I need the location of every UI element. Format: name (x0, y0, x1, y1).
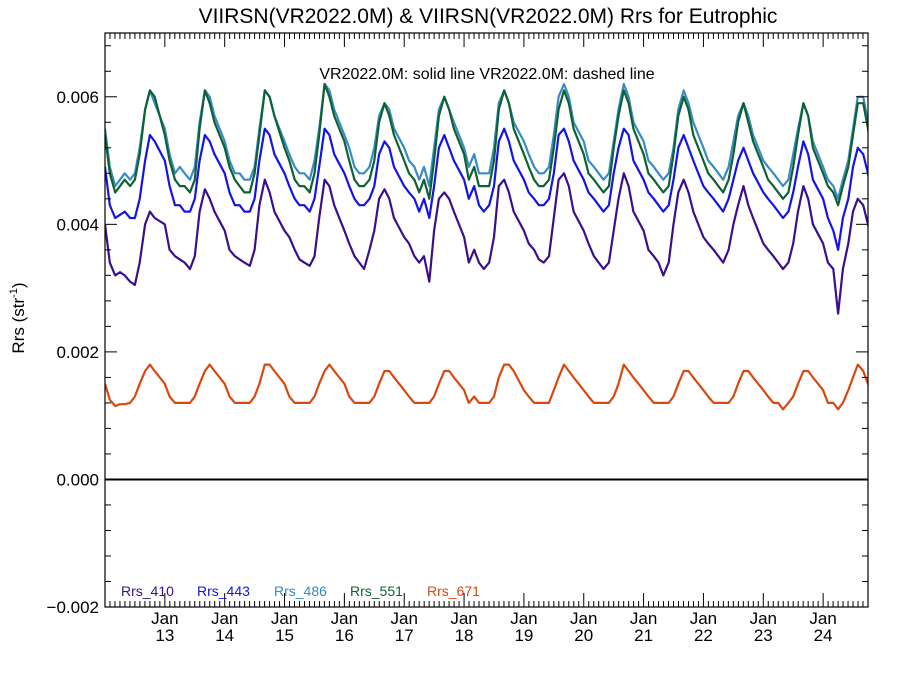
y-tick-label: 0.002 (56, 343, 99, 362)
legend-entry-rrs-410: Rrs_410 (121, 583, 174, 599)
x-tick-month-label: Jan (450, 609, 477, 628)
legend-entry-rrs-486: Rrs_486 (274, 583, 327, 599)
x-tick-year-label: 13 (155, 626, 174, 645)
x-tick-month-label: Jan (211, 609, 238, 628)
series-line-rrs-671 (105, 363, 868, 411)
x-tick-month-label: Jan (271, 609, 298, 628)
x-tick-month-label: Jan (331, 609, 358, 628)
x-tick-year-label: 20 (574, 626, 593, 645)
x-tick-year-label: 15 (275, 626, 294, 645)
legend-entry-rrs-671: Rrs_671 (427, 583, 480, 599)
y-axis-label: Rrs (str-1) (8, 282, 28, 353)
legend-entry-rrs-551: Rrs_551 (350, 583, 403, 599)
x-tick-month-label: Jan (750, 609, 777, 628)
x-tick-month-label: Jan (570, 609, 597, 628)
plot-frame (104, 32, 869, 608)
series-line-rrs-486 (105, 82, 868, 200)
x-tick-year-label: 18 (455, 626, 474, 645)
x-tick-year-label: 19 (514, 626, 533, 645)
y-tick-label: −0.002 (47, 598, 99, 617)
chart-title: VIIRSN(VR2022.0M) & VIIRSN(VR2022.0M) Rr… (199, 5, 778, 28)
x-tick-year-label: 22 (694, 626, 713, 645)
axes-layer: −0.0020.0000.0020.0040.006Jan13Jan14Jan1… (47, 32, 869, 645)
legend-entry-rrs-443: Rrs_443 (197, 583, 250, 599)
x-tick-month-label: Jan (690, 609, 717, 628)
x-tick-year-label: 16 (335, 626, 354, 645)
y-tick-label: 0.004 (56, 215, 99, 234)
x-tick-month-label: Jan (809, 609, 836, 628)
y-tick-label: 0.006 (56, 88, 99, 107)
series-line-rrs-551 (105, 82, 868, 207)
line-style-annotation: VR2022.0M: solid line VR2022.0M: dashed … (319, 66, 654, 83)
series-line-rrs-410 (105, 172, 868, 315)
x-tick-year-label: 23 (754, 626, 773, 645)
x-tick-year-label: 24 (814, 626, 833, 645)
legend: Rrs_410 Rrs_443 Rrs_486 Rrs_551 Rrs_671 (121, 583, 480, 599)
x-tick-month-label: Jan (391, 609, 418, 628)
x-tick-year-label: 21 (634, 626, 653, 645)
series-layer (105, 82, 868, 411)
x-tick-year-label: 17 (395, 626, 414, 645)
x-tick-year-label: 14 (215, 626, 234, 645)
y-tick-label: 0.000 (56, 470, 99, 489)
x-tick-month-label: Jan (510, 609, 537, 628)
series-line-rrs-443 (105, 127, 868, 251)
x-tick-month-label: Jan (151, 609, 178, 628)
x-tick-month-label: Jan (630, 609, 657, 628)
